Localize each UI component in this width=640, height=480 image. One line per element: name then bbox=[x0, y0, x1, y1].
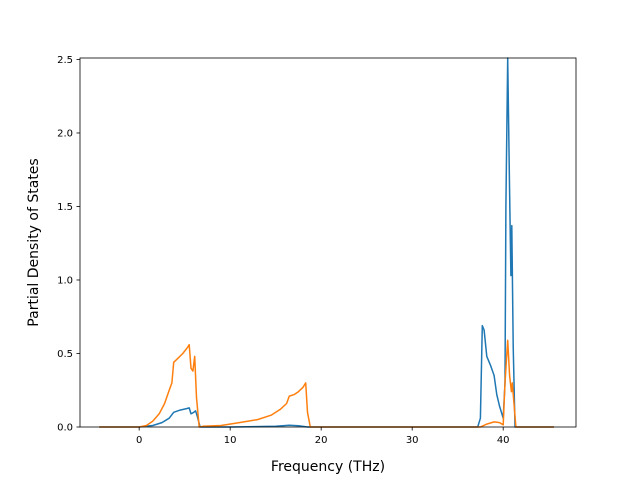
y-tick-label: 2.5 bbox=[57, 55, 73, 66]
y-tick-label: 2.0 bbox=[57, 128, 73, 139]
x-tick-label: 0 bbox=[136, 435, 142, 446]
x-axis: 0 10 20 30 40 bbox=[136, 427, 510, 446]
y-axis: 0.0 0.5 1.0 1.5 2.0 2.5 bbox=[57, 55, 80, 434]
y-tick-label: 1.5 bbox=[57, 202, 73, 213]
y-tick-label: 0.0 bbox=[57, 423, 73, 434]
x-tick-label: 30 bbox=[406, 435, 419, 446]
y-axis-label: Partial Density of States bbox=[26, 158, 42, 326]
x-axis-label: Frequency (THz) bbox=[271, 459, 385, 475]
x-tick-label: 20 bbox=[315, 435, 328, 446]
y-tick-label: 0.5 bbox=[57, 349, 73, 360]
axes-frame bbox=[79, 57, 577, 428]
y-tick-label: 1.0 bbox=[57, 275, 73, 286]
x-tick-label: 40 bbox=[497, 435, 510, 446]
x-tick-label: 10 bbox=[224, 435, 237, 446]
series-line-2 bbox=[99, 339, 554, 428]
